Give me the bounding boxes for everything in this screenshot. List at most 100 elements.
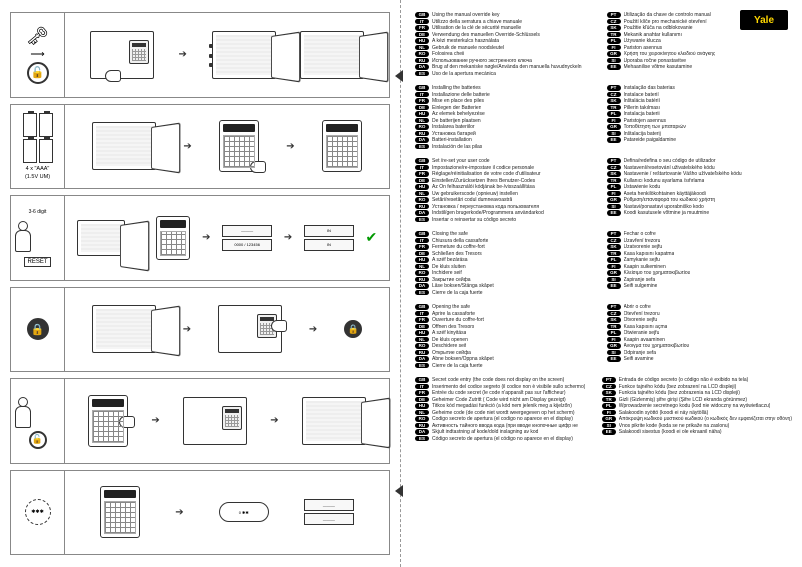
- secret-icon: ✱✱✱: [25, 499, 51, 525]
- lang-pill: TR: [602, 397, 616, 403]
- lang-pill: PL: [607, 257, 621, 263]
- lang-pill: DE: [415, 105, 429, 111]
- person-icon: [13, 397, 31, 429]
- brand-logo: Yale: [740, 10, 788, 30]
- keypad-detail: [219, 120, 259, 172]
- display-stack: IN IN: [304, 225, 354, 251]
- lang-pill: ES: [415, 71, 429, 77]
- lang-pill: RO: [415, 51, 429, 57]
- diagram: ➔ 0 ✱✱ ――― ―――: [65, 471, 389, 555]
- lang-pill: PL: [607, 38, 621, 44]
- lang-pill: CZ: [607, 165, 621, 171]
- lcd-display: 0000 / 123456: [222, 239, 272, 251]
- arrow-icon: ➔: [270, 415, 278, 426]
- lang-pill: RO: [415, 416, 429, 422]
- lang-pill: EE: [602, 429, 616, 435]
- lang-pill: ES: [415, 290, 429, 296]
- lang-pill: SK: [607, 98, 621, 104]
- lang-pill: SK: [607, 244, 621, 250]
- lang-pill: RO: [415, 124, 429, 130]
- lang-line: ESCódigo secreto de apertura (el código …: [415, 436, 596, 443]
- lang-pill: RU: [415, 350, 429, 356]
- lang-pill: RU: [415, 423, 429, 429]
- lang-pill: PT: [607, 304, 621, 310]
- lang-pill: DA: [415, 64, 429, 70]
- battery-icon: [22, 112, 54, 164]
- lang-pill: TR: [607, 178, 621, 184]
- battery-label: 4 x "AAA": [26, 166, 50, 172]
- diagram-panel: 🗝 ⟶ 🔓 ➔ 4 x "AAA" (1.5V UM) ➔ ➔ 3-6 digi…: [0, 0, 401, 567]
- lang-pill: RO: [415, 343, 429, 349]
- lang-text: Uso de la apertura mecánica: [432, 71, 496, 78]
- lang-text: Seifi avamine: [624, 356, 654, 363]
- lang-line: ESCierre de la caja fuerte: [415, 363, 601, 370]
- safe-open: [92, 305, 156, 353]
- lang-text: Mehaanilise võtme kasutamine: [624, 64, 693, 71]
- sections-container: GBUsing the manual override keyITUtilizz…: [415, 12, 792, 442]
- lang-pill: GB: [415, 377, 429, 383]
- lang-line: EESalakoodi sisestus (koodi ei ole ekraa…: [602, 429, 792, 436]
- row-override-key: 🗝 ⟶ 🔓 ➔: [10, 12, 390, 98]
- icon-col: ✱✱✱: [11, 471, 65, 555]
- icon-col: 🔒: [11, 288, 65, 372]
- lang-pill: EE: [607, 283, 621, 289]
- lang-pill: NL: [415, 191, 429, 197]
- lang-pill: DA: [415, 283, 429, 289]
- lang-pill: GR: [607, 124, 621, 130]
- lang-pill: TR: [607, 105, 621, 111]
- lang-text: Koodi kasutusele võtmine ja muutmine: [624, 210, 710, 217]
- arrow-icon: ⟶: [30, 49, 44, 60]
- arrow-icon: ➔: [284, 232, 292, 243]
- lang-pill: NL: [415, 45, 429, 51]
- lang-text: Cierre de la caja fuerte: [432, 363, 483, 370]
- lang-pill: CZ: [602, 384, 616, 390]
- lang-pill: FI: [607, 191, 621, 197]
- lang-pill: CZ: [607, 311, 621, 317]
- lang-pill: FR: [415, 390, 429, 396]
- lcd-display: IN: [304, 239, 354, 251]
- lang-pill: PT: [607, 231, 621, 237]
- lang-pill: IT: [415, 19, 429, 25]
- keypad-detail: [88, 395, 128, 447]
- lang-pill: NL: [415, 410, 429, 416]
- lang-pill: SI: [607, 58, 621, 64]
- lang-line: EESeifi sulgemine: [607, 283, 793, 290]
- display-stack: ――― ―――: [304, 499, 354, 525]
- speech-bubble: 0 ✱✱: [219, 502, 269, 522]
- row-batteries: 4 x "AAA" (1.5V UM) ➔ ➔: [10, 104, 390, 190]
- battery-spec: (1.5V UM): [25, 174, 50, 180]
- lang-text: Cierre de la caja fuerte: [432, 290, 483, 297]
- lang-text: Patareide paigaldamine: [624, 137, 677, 144]
- lang-pill: PL: [607, 111, 621, 117]
- lang-pill: RO: [415, 270, 429, 276]
- safe-open: [212, 31, 276, 79]
- row-close: 🔒 ➔ ➔ 🔒: [10, 287, 390, 373]
- lang-pill: SI: [602, 423, 616, 429]
- arrow-icon: ➔: [202, 232, 210, 243]
- lang-pill: GR: [607, 197, 621, 203]
- lang-pill: FR: [415, 25, 429, 31]
- lang-pill: ES: [415, 363, 429, 369]
- lang-pill: TR: [607, 32, 621, 38]
- lang-pill: FR: [415, 317, 429, 323]
- lang-pill: GB: [415, 231, 429, 237]
- lang-pill: HU: [415, 257, 429, 263]
- lang-pill: TR: [607, 251, 621, 257]
- lang-pill: NL: [415, 337, 429, 343]
- lang-pill: SI: [607, 204, 621, 210]
- lang-pill: NL: [415, 264, 429, 270]
- section: GBUsing the manual override keyITUtilizz…: [415, 12, 792, 77]
- lang-pill: CZ: [607, 92, 621, 98]
- lang-pill: HU: [415, 184, 429, 190]
- digit-label: 3-6 digit: [29, 209, 47, 215]
- row-open: 🔓 ➔ ➔: [10, 378, 390, 464]
- lang-pill: FR: [415, 98, 429, 104]
- lang-line: EEKoodi kasutusele võtmine ja muutmine: [607, 210, 793, 217]
- lang-pill: HU: [415, 330, 429, 336]
- unlock-icon: 🔓: [27, 62, 49, 84]
- lang-text: Instalación de las pilas: [432, 144, 482, 151]
- lang-pill: GB: [415, 158, 429, 164]
- safe-open: [302, 397, 366, 445]
- lang-pill: RU: [415, 277, 429, 283]
- diagram: ➔ ➔: [65, 105, 389, 189]
